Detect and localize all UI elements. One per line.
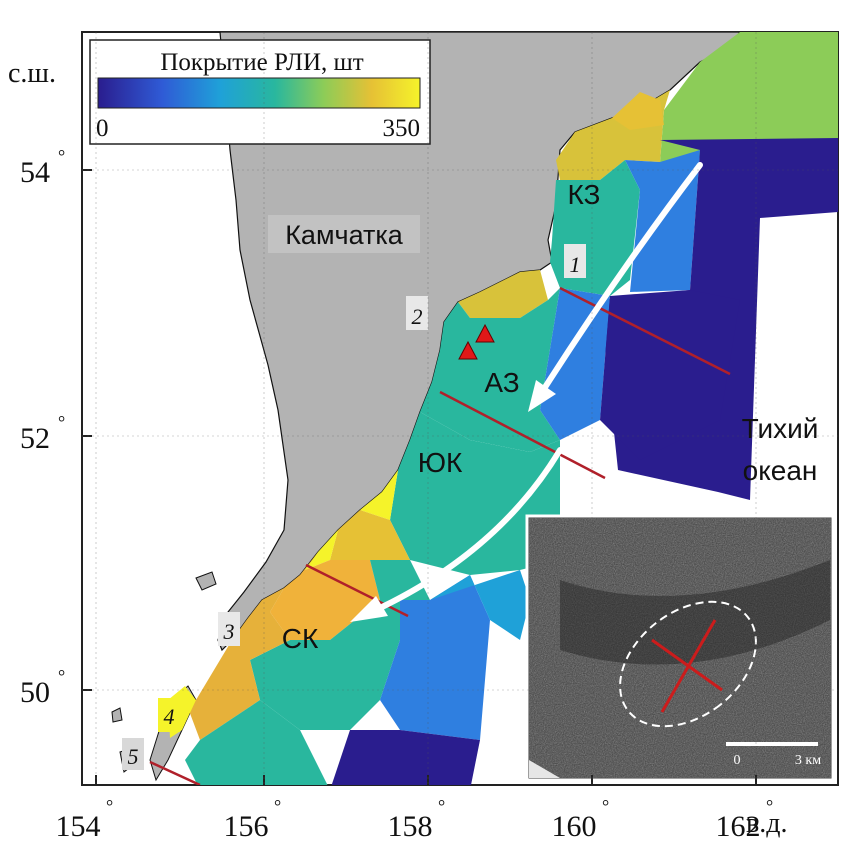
lat-degree-symbol: ° <box>58 666 65 686</box>
tile-sk-yellow-2 <box>305 530 338 570</box>
land-label: Камчатка <box>285 220 404 250</box>
tile-sw-teal <box>185 700 328 785</box>
lon-tick-label: 156 <box>224 810 269 843</box>
zone-label-kz: КЗ <box>568 179 601 210</box>
lon-tick-label: 158 <box>388 810 433 843</box>
inset-cross-line <box>660 619 717 713</box>
point-label-1: 1 <box>570 252 581 277</box>
tile-az-teal <box>420 288 560 452</box>
lon-tick-label: 160 <box>552 810 597 843</box>
tile-az-dark <box>600 290 740 460</box>
section-line-south <box>149 760 201 785</box>
current-arrows <box>377 162 703 611</box>
tile-southwest-orange <box>185 588 290 740</box>
tile-north-green <box>660 32 838 162</box>
lat-degree-symbol: ° <box>58 412 65 432</box>
ocean-label-line1: Тихий <box>742 413 819 444</box>
zone-label-yk: ЮК <box>418 447 463 478</box>
inset-scale-end: 3 км <box>795 753 821 768</box>
tile-az-blue <box>540 288 610 440</box>
place-labels: Камчатка Тихий океан КЗ АЗ ЮК СК 1 2 3 4… <box>122 179 818 770</box>
colorbar-max: 350 <box>383 115 421 142</box>
section-line-kz <box>559 286 731 376</box>
point-label-2: 2 <box>412 304 423 329</box>
colorbar <box>97 77 421 109</box>
section-line-sk <box>305 563 409 618</box>
inset-dark-band <box>560 560 830 665</box>
zone-label-sk: СК <box>282 623 319 654</box>
ocean-label-line2: океан <box>743 455 818 486</box>
volcano-marker <box>458 340 478 360</box>
island-small-1 <box>195 571 217 591</box>
tile-south-dark <box>331 730 480 785</box>
section-line-az <box>439 390 606 480</box>
point-label-bg <box>406 296 428 330</box>
lat-ticks: 54 ° 52 ° 50 ° <box>20 146 838 709</box>
lon-degree-symbol: ° <box>106 796 113 816</box>
tile-yk-teal <box>390 412 560 575</box>
tile-az-yellow <box>458 270 548 318</box>
lon-degree-symbol: ° <box>766 796 773 816</box>
lon-axis-label: в.д. <box>746 808 787 839</box>
land-label-bg <box>268 215 420 253</box>
island-small-2 <box>111 707 123 723</box>
inset-scale-start: 0 <box>734 753 741 768</box>
map-content <box>111 32 838 785</box>
lon-degree-symbol: ° <box>274 796 281 816</box>
point-label-5: 5 <box>128 744 139 769</box>
tile-sk-orange <box>270 552 380 640</box>
lat-tick-label: 50 <box>20 676 50 709</box>
tile-north-yellow-2 <box>612 92 664 130</box>
lon-ticks: 154°156°158°160°162° <box>56 32 773 843</box>
point-label-4: 4 <box>164 704 175 729</box>
tile-sk-yellow <box>330 510 410 560</box>
point-label-bg <box>122 738 144 770</box>
inset-sar-image: 0 3 км <box>525 514 835 782</box>
tile-yk-yellow <box>360 470 398 520</box>
lon-tick-label: 162 <box>716 810 761 843</box>
lat-axis-label: с.ш. <box>8 58 56 89</box>
lat-tick-label: 52 <box>20 422 50 455</box>
tile-sk-blue-2 <box>430 570 530 640</box>
legend-title: Покрытие РЛИ, шт <box>160 49 363 76</box>
inset-texture <box>529 518 831 778</box>
point-label-bg <box>564 244 586 278</box>
arrow-2 <box>377 447 563 611</box>
lat-degree-symbol: ° <box>58 146 65 166</box>
lon-degree-symbol: ° <box>602 796 609 816</box>
arrow-1 <box>539 162 703 395</box>
colorbar-min: 0 <box>96 115 109 142</box>
volcano-marker <box>475 323 495 343</box>
legend: Покрытие РЛИ, шт 0 350 <box>89 39 431 145</box>
point-label-3: 3 <box>223 619 235 644</box>
lon-degree-symbol: ° <box>438 796 445 816</box>
lon-tick-label: 154 <box>56 810 101 843</box>
section-lines <box>149 286 731 785</box>
arrow-2-head <box>350 596 388 622</box>
point-label-bg <box>158 698 180 732</box>
inset-eddy-outline <box>619 600 757 728</box>
arrow-1-head <box>528 380 556 412</box>
zone-label-az: АЗ <box>484 367 519 398</box>
inset-corner <box>529 760 560 778</box>
point-label-bg <box>218 612 240 646</box>
lat-tick-label: 54 <box>20 156 50 189</box>
inset-cross-line <box>651 638 723 692</box>
